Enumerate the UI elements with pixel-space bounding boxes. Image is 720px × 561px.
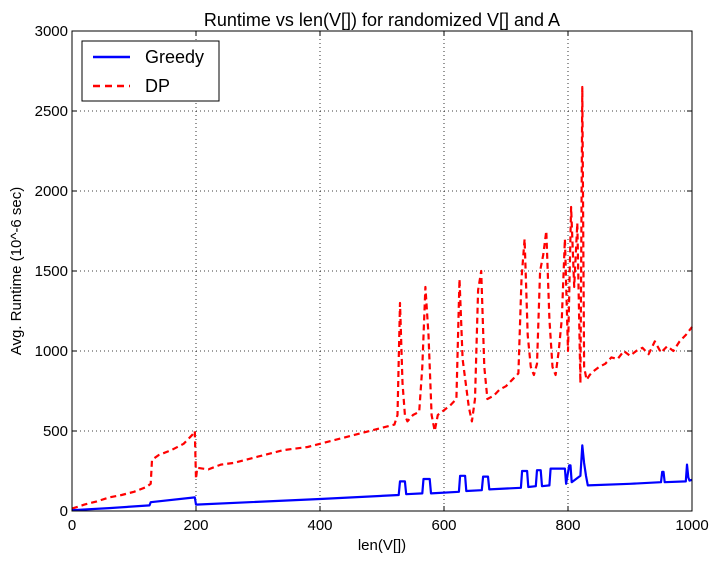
series-line-greedy	[71, 444, 693, 512]
chart-title: Runtime vs len(V[]) for randomized V[] a…	[204, 10, 560, 30]
series-line-dp	[71, 85, 693, 510]
y-tick-label: 1500	[35, 263, 68, 280]
y-tick-label: 2000	[35, 183, 68, 200]
x-tick-label: 0	[68, 517, 76, 534]
legend-box	[81, 40, 220, 102]
legend-greedy-label: Greedy	[145, 47, 204, 67]
legend: Greedy DP	[81, 40, 220, 102]
axis-ticks: 0 200 400 600 800 1000 0 500 1000 1500 2000 2500 300…	[35, 23, 709, 534]
y-tick-label: 3000	[35, 23, 68, 40]
x-tick-label: 200	[183, 517, 208, 534]
y-tick-label: 0	[60, 503, 68, 520]
y-tick-label: 1000	[35, 343, 68, 360]
x-tick-label: 600	[431, 517, 456, 534]
legend-dp-label: DP	[145, 76, 170, 96]
x-tick-label: 800	[555, 517, 580, 534]
x-tick-label: 400	[307, 517, 332, 534]
y-axis-label: Avg. Runtime (10^-6 sec)	[8, 187, 25, 356]
y-tick-label: 2500	[35, 103, 68, 120]
y-tick-label: 500	[43, 423, 68, 440]
grid-lines	[72, 31, 692, 511]
x-axis-label: len(V[])	[358, 537, 406, 554]
plot-series	[71, 85, 693, 512]
x-tick-label: 1000	[675, 517, 708, 534]
